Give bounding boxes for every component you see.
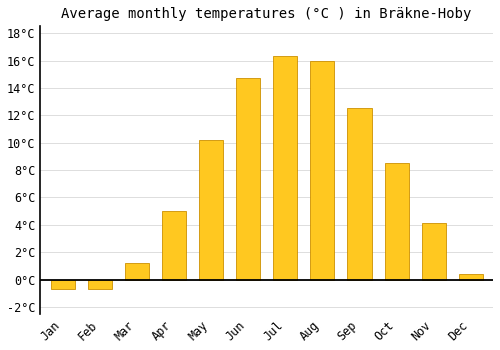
Bar — [422, 224, 446, 280]
Bar — [310, 61, 334, 280]
Bar — [162, 211, 186, 280]
Bar — [236, 78, 260, 280]
Bar — [348, 108, 372, 280]
Bar — [50, 280, 74, 289]
Bar — [458, 274, 483, 280]
Title: Average monthly temperatures (°C ) in Bräkne-Hoby: Average monthly temperatures (°C ) in Br… — [62, 7, 472, 21]
Bar — [199, 140, 223, 280]
Bar — [273, 56, 297, 280]
Bar — [88, 280, 112, 289]
Bar — [384, 163, 408, 280]
Bar — [124, 263, 149, 280]
